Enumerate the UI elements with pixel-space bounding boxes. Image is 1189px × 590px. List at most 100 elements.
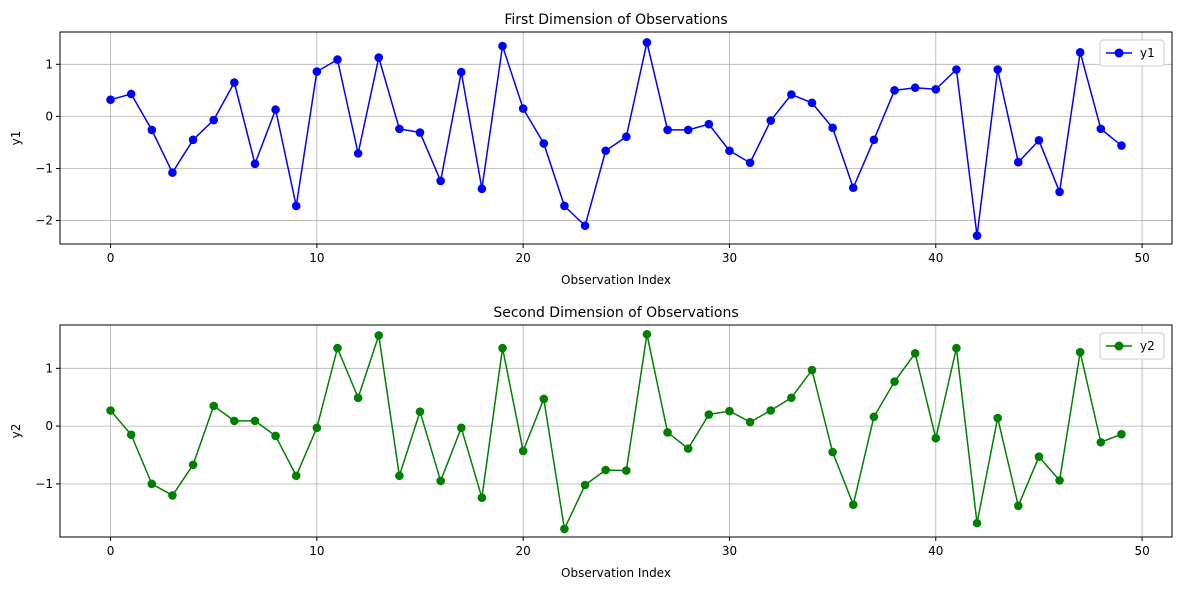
y-axis-label: y2 <box>9 424 23 439</box>
data-point <box>106 406 115 415</box>
x-tick-label: 40 <box>928 544 943 558</box>
data-point <box>209 115 218 125</box>
y-tick-label: −1 <box>35 477 53 491</box>
data-point <box>972 231 982 240</box>
chart-title: Second Dimension of Observations <box>493 305 738 321</box>
series-layer <box>106 329 1126 534</box>
data-point <box>910 83 920 93</box>
data-point <box>477 493 487 503</box>
chart-title: First Dimension of Observations <box>504 12 727 28</box>
data-point <box>1034 452 1044 462</box>
grid-lines <box>60 325 1172 537</box>
data-point <box>518 446 528 456</box>
data-point <box>642 38 652 47</box>
data-point <box>663 428 672 437</box>
data-point <box>972 518 982 528</box>
data-point <box>704 119 714 129</box>
y-tick-label: 0 <box>45 419 53 433</box>
data-point <box>683 125 693 135</box>
data-point <box>374 331 384 340</box>
data-point <box>622 466 631 475</box>
data-point <box>766 116 776 125</box>
x-tick-label: 30 <box>722 251 737 265</box>
legend-entry-y2: y2 <box>1140 339 1155 353</box>
data-point <box>456 423 466 433</box>
x-tick-label: 10 <box>309 251 324 265</box>
series-line-y2 <box>109 333 1122 530</box>
data-point <box>725 146 734 156</box>
data-point <box>848 500 858 509</box>
data-point <box>415 407 425 416</box>
subplot-second-dimension: 0 10 20 30 40 50 −1 0 1 Second Dimension of Obse… <box>9 305 1173 580</box>
data-point <box>312 67 322 76</box>
data-point <box>890 86 899 95</box>
data-point <box>436 176 445 186</box>
series-layer <box>106 38 1126 240</box>
data-point <box>477 184 487 194</box>
data-point <box>353 149 363 158</box>
data-point <box>828 447 837 457</box>
data-point <box>539 394 549 404</box>
data-point <box>498 343 507 353</box>
legend-entry-y1: y1 <box>1140 46 1155 60</box>
grid-lines <box>60 32 1172 244</box>
data-point <box>1117 141 1126 150</box>
data-point <box>766 406 776 415</box>
data-point <box>601 146 610 156</box>
data-point <box>952 343 961 353</box>
data-point <box>725 406 734 416</box>
data-point <box>1055 476 1064 485</box>
data-point <box>1075 347 1085 357</box>
data-point <box>642 329 652 339</box>
data-point <box>374 53 384 62</box>
data-point <box>291 471 301 481</box>
y-tick-label: −2 <box>35 214 53 228</box>
y-axis-label: y1 <box>9 131 23 146</box>
data-point <box>560 524 569 534</box>
data-point <box>168 491 177 500</box>
data-point <box>1117 429 1126 439</box>
data-point <box>147 479 157 489</box>
data-point <box>353 393 363 403</box>
x-tick-label: 40 <box>928 251 943 265</box>
data-point <box>869 135 879 145</box>
legend-marker-swatch <box>1114 48 1124 58</box>
x-tick-label: 0 <box>107 544 115 558</box>
y-tick-label: 1 <box>45 57 53 71</box>
data-point <box>271 431 280 441</box>
data-point <box>1014 157 1023 167</box>
y-tick-label: 1 <box>45 361 53 375</box>
x-axis-label: Observation Index <box>561 566 671 580</box>
data-point <box>1096 437 1106 447</box>
data-point <box>498 41 507 51</box>
data-point <box>787 393 796 403</box>
legend-marker-swatch <box>1114 341 1124 351</box>
data-point <box>890 377 899 386</box>
data-point <box>993 413 1002 423</box>
plot-frame <box>59 31 1173 245</box>
data-point <box>436 476 445 486</box>
x-tick-label: 30 <box>722 544 737 558</box>
data-point <box>168 168 177 177</box>
plot-frame <box>59 324 1173 538</box>
data-point <box>931 84 941 94</box>
data-point <box>1075 48 1085 57</box>
data-point <box>188 135 198 145</box>
data-point <box>395 471 404 481</box>
y-tick-label: 0 <box>45 109 53 123</box>
data-point <box>271 105 280 114</box>
data-point <box>663 125 672 135</box>
data-point <box>704 410 714 419</box>
data-point <box>126 430 136 440</box>
series-line-y1 <box>110 41 1122 237</box>
data-point <box>1014 501 1023 511</box>
data-point <box>312 423 322 433</box>
data-point <box>622 132 631 141</box>
data-point <box>807 98 817 108</box>
x-tick-label: 20 <box>516 251 531 265</box>
data-point <box>787 90 796 99</box>
x-tick-label: 50 <box>1134 544 1149 558</box>
data-point <box>126 89 136 99</box>
data-point <box>993 65 1002 74</box>
